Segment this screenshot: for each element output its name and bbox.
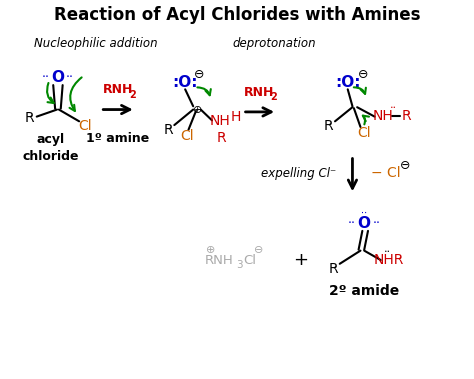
Text: 2: 2 <box>270 92 277 102</box>
Text: ⊕: ⊕ <box>206 245 216 255</box>
Text: O: O <box>52 70 64 85</box>
Text: 2: 2 <box>129 89 136 100</box>
Text: ⋅⋅: ⋅⋅ <box>361 208 367 218</box>
Text: H: H <box>230 110 241 124</box>
Text: expelling Cl⁻: expelling Cl⁻ <box>261 166 336 180</box>
Text: :O:: :O: <box>173 75 198 90</box>
Text: RNH: RNH <box>102 83 133 96</box>
Text: R: R <box>324 119 334 133</box>
Text: Cl: Cl <box>244 254 257 266</box>
Text: R: R <box>329 262 338 276</box>
Text: Reaction of Acyl Chlorides with Amines: Reaction of Acyl Chlorides with Amines <box>54 6 420 25</box>
Text: 3: 3 <box>236 260 243 270</box>
Text: ⊖: ⊖ <box>400 158 410 172</box>
Text: ⋅⋅: ⋅⋅ <box>66 71 74 84</box>
Text: ⋅⋅: ⋅⋅ <box>390 103 397 113</box>
Text: RNH: RNH <box>244 86 274 99</box>
Text: deprotonation: deprotonation <box>233 37 317 50</box>
Text: ⋅⋅: ⋅⋅ <box>347 217 356 230</box>
Text: ⊖: ⊖ <box>358 68 369 81</box>
Text: ⊖: ⊖ <box>254 245 263 255</box>
Text: Cl: Cl <box>180 129 193 143</box>
Text: +: + <box>293 251 308 269</box>
Text: ⋅⋅: ⋅⋅ <box>373 217 381 230</box>
Text: NH: NH <box>373 109 393 123</box>
Text: Cl: Cl <box>78 119 91 133</box>
Text: 2º amide: 2º amide <box>329 283 400 298</box>
Text: NH: NH <box>209 114 230 128</box>
Text: R: R <box>164 123 173 137</box>
Text: NHR: NHR <box>374 253 404 267</box>
Text: R: R <box>217 131 226 145</box>
Text: 1º amine: 1º amine <box>86 132 149 145</box>
Text: O: O <box>358 216 371 231</box>
Text: Cl: Cl <box>357 126 371 140</box>
Text: :O:: :O: <box>335 75 361 90</box>
Text: R: R <box>25 111 35 125</box>
Text: ⋅⋅: ⋅⋅ <box>383 247 391 257</box>
Text: R: R <box>402 109 411 123</box>
Text: ⊖: ⊖ <box>194 68 205 81</box>
Text: Nucleophilic addition: Nucleophilic addition <box>34 37 157 50</box>
Text: ⊕: ⊕ <box>193 105 202 114</box>
Text: ⋅⋅: ⋅⋅ <box>42 71 50 84</box>
Text: − Cl: − Cl <box>371 166 400 180</box>
Text: acyl
chloride: acyl chloride <box>23 133 79 163</box>
Text: RNH: RNH <box>205 254 234 266</box>
